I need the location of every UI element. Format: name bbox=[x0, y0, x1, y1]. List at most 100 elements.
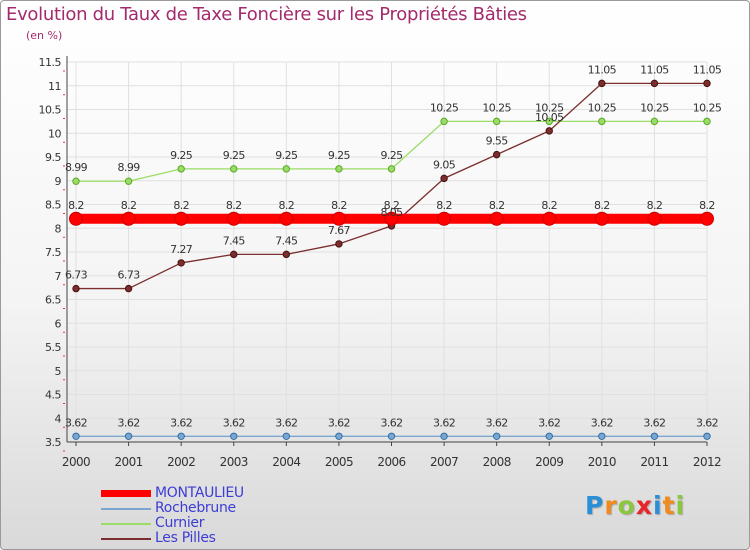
x-tick-label: 2000 bbox=[62, 455, 90, 469]
data-label-montaulieu: 8.2 bbox=[173, 199, 189, 212]
data-point-montaulieu bbox=[647, 211, 662, 226]
data-point-curnier bbox=[545, 117, 553, 126]
data-label-rochebrune: 3.62 bbox=[696, 416, 718, 429]
y-tick-label: 8.5 bbox=[45, 199, 61, 212]
data-label-curnier: 10.25 bbox=[588, 101, 617, 114]
data-label-curnier: 10.25 bbox=[482, 101, 511, 114]
data-point-curnier bbox=[650, 117, 659, 126]
y-tick-label: 6.5 bbox=[45, 294, 61, 307]
data-label-rochebrune: 3.62 bbox=[118, 416, 140, 429]
data-label-rochebrune: 3.62 bbox=[65, 416, 87, 429]
data-label-curnier: 10.25 bbox=[535, 101, 564, 114]
data-point-montaulieu bbox=[489, 211, 504, 226]
data-point-montaulieu bbox=[174, 211, 189, 226]
series-les-pilles bbox=[72, 79, 711, 293]
logo-letter: o bbox=[617, 491, 636, 520]
legend-swatch bbox=[101, 537, 151, 540]
data-label-montaulieu: 8.2 bbox=[699, 199, 715, 212]
data-point-montaulieu bbox=[384, 211, 399, 226]
data-label-les-pilles: 7.45 bbox=[275, 234, 298, 247]
x-tick-label: 2002 bbox=[167, 455, 195, 469]
data-point-montaulieu bbox=[121, 211, 136, 226]
data-point-rochebrune bbox=[650, 432, 659, 440]
data-point-rochebrune bbox=[282, 432, 291, 440]
data-label-montaulieu: 8.2 bbox=[541, 199, 557, 212]
x-tick-label: 2006 bbox=[377, 455, 405, 469]
data-point-rochebrune bbox=[440, 432, 448, 440]
x-tick-label: 2005 bbox=[325, 455, 353, 469]
series bbox=[69, 79, 714, 440]
data-label-les-pilles: 6.73 bbox=[118, 269, 141, 282]
data-point-curnier bbox=[492, 117, 501, 126]
data-point-rochebrune bbox=[387, 432, 396, 440]
data-label-les-pilles: 11.05 bbox=[588, 63, 617, 76]
x-tick-label: 2003 bbox=[220, 455, 248, 469]
data-point-les-pilles bbox=[124, 284, 133, 293]
y-tick-label: 10 bbox=[48, 127, 61, 140]
data-label-rochebrune: 3.62 bbox=[643, 416, 665, 429]
data-point-curnier bbox=[335, 165, 343, 173]
data-point-curnier bbox=[387, 165, 396, 173]
data-point-les-pilles bbox=[598, 79, 606, 88]
legend-item: Rochebrune bbox=[101, 501, 244, 516]
data-labels: 8.2 8.2 8.2 8.2 8.2 8.2 8.2 8.2 8.2 8.2 8.2 8.2 8.2 3… bbox=[65, 63, 722, 429]
legend-item: Curnier bbox=[101, 516, 244, 531]
logo-letter: P bbox=[585, 491, 605, 520]
data-label-montaulieu: 8.2 bbox=[278, 199, 294, 212]
data-label-les-pilles: 7.27 bbox=[170, 243, 193, 256]
data-point-les-pilles bbox=[282, 250, 291, 259]
data-point-rochebrune bbox=[124, 432, 133, 440]
grid bbox=[67, 61, 708, 443]
data-point-montaulieu bbox=[279, 211, 294, 226]
x-tick-label: 2010 bbox=[588, 455, 616, 469]
x-tick-label: 2008 bbox=[483, 455, 511, 469]
data-point-les-pilles bbox=[335, 240, 343, 248]
data-label-curnier: 8.99 bbox=[118, 161, 141, 174]
y-tick-label: 8 bbox=[55, 222, 62, 235]
data-label-les-pilles: 7.45 bbox=[223, 234, 246, 247]
data-label-rochebrune: 3.62 bbox=[328, 416, 350, 429]
legend-item: Les Pilles bbox=[101, 531, 244, 546]
y-tick-label: 9.5 bbox=[45, 151, 61, 164]
legend-label: Curnier bbox=[155, 515, 205, 531]
legend-label: Les Pilles bbox=[155, 530, 216, 546]
x-tick-label: 2011 bbox=[640, 455, 668, 469]
unit-label: (en %) bbox=[26, 29, 63, 42]
legend-label: Rochebrune bbox=[155, 500, 236, 516]
legend-swatch bbox=[101, 522, 151, 525]
data-label-montaulieu: 8.2 bbox=[647, 199, 663, 212]
data-label-rochebrune: 3.62 bbox=[591, 416, 613, 429]
y-tick-label: 5.5 bbox=[45, 341, 61, 354]
y-tick-label: 3.5 bbox=[45, 436, 61, 449]
series-rochebrune bbox=[72, 432, 711, 440]
data-point-rochebrune bbox=[177, 432, 185, 440]
data-point-rochebrune bbox=[335, 432, 343, 440]
data-point-montaulieu bbox=[331, 211, 346, 226]
data-label-curnier: 10.25 bbox=[640, 101, 669, 114]
data-point-les-pilles bbox=[492, 150, 501, 159]
y-tick-label: 4 bbox=[55, 412, 62, 425]
data-point-rochebrune bbox=[703, 432, 711, 440]
legend-swatch bbox=[101, 507, 151, 510]
data-label-les-pilles: 8.05 bbox=[380, 206, 403, 219]
proxiti-logo: Proxiti bbox=[585, 491, 685, 520]
data-point-curnier bbox=[282, 165, 291, 173]
data-label-les-pilles: 7.67 bbox=[328, 224, 351, 237]
data-label-rochebrune: 3.62 bbox=[433, 416, 455, 429]
data-point-curnier bbox=[124, 177, 133, 185]
data-label-curnier: 9.25 bbox=[223, 149, 246, 162]
data-label-les-pilles: 9.05 bbox=[433, 158, 456, 171]
series-montaulieu bbox=[69, 211, 714, 226]
data-point-curnier bbox=[230, 165, 238, 173]
data-point-curnier bbox=[72, 177, 80, 185]
data-point-curnier bbox=[703, 117, 711, 126]
data-label-rochebrune: 3.62 bbox=[380, 416, 402, 429]
series-curnier bbox=[72, 117, 711, 185]
data-point-curnier bbox=[177, 165, 185, 173]
data-label-montaulieu: 8.2 bbox=[68, 199, 84, 212]
data-label-curnier: 10.25 bbox=[430, 101, 459, 114]
data-label-rochebrune: 3.62 bbox=[223, 416, 245, 429]
y-tick-label: 7 bbox=[55, 270, 62, 283]
data-label-rochebrune: 3.62 bbox=[170, 416, 192, 429]
data-point-curnier bbox=[598, 117, 606, 126]
